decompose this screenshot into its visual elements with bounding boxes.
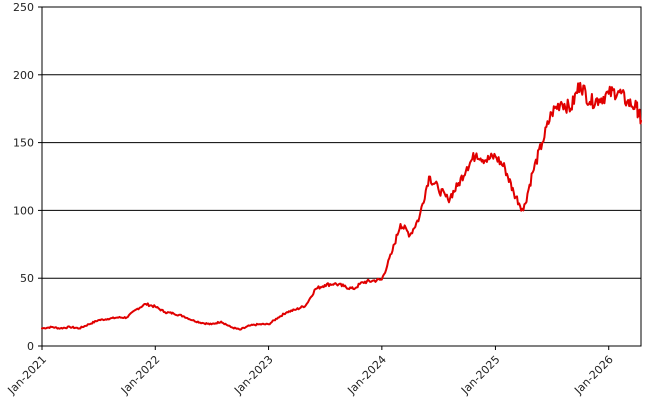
x-tick-label: Jan-2021 [5, 353, 49, 397]
y-tick-label: 50 [20, 272, 34, 285]
x-tick-label: Jan-2026 [571, 353, 615, 397]
x-axis-ticks: Jan-2021 Jan-2022 Jan-2023 Jan-2024 Jan-2025… [5, 346, 616, 397]
series-line-0 [41, 81, 642, 331]
y-tick-label: 200 [13, 69, 34, 82]
plot-area-frame [41, 6, 642, 347]
series-group [41, 81, 642, 331]
x-tick-label: Jan-2025 [458, 353, 502, 397]
x-tick-label: Jan-2022 [118, 353, 162, 397]
gridlines [42, 6, 641, 347]
y-tick-label: 250 [13, 1, 34, 14]
x-tick-label: Jan-2023 [231, 353, 275, 397]
y-tick-label: 100 [13, 204, 34, 217]
x-tick-label: Jan-2024 [344, 353, 388, 397]
y-tick-label: 0 [27, 340, 34, 353]
y-axis-ticks: 0 50 100 150 200 250 [13, 1, 42, 353]
y-tick-label: 150 [13, 137, 34, 150]
